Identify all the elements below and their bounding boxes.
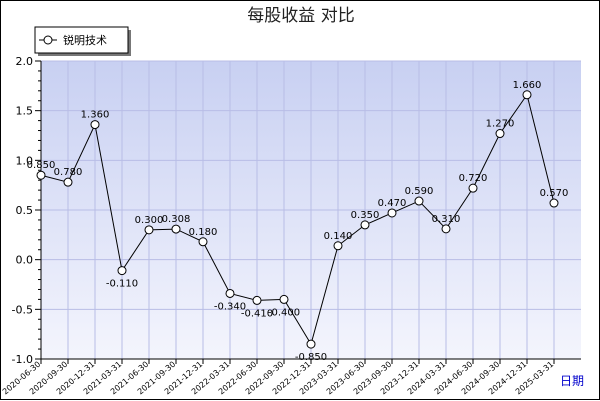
data-point bbox=[495, 129, 505, 139]
series-line-eps bbox=[40, 93, 555, 346]
legend-marker bbox=[43, 35, 53, 45]
data-label: 1.360 bbox=[81, 110, 110, 121]
data-point bbox=[90, 120, 100, 130]
y-tick-label: 0.5 bbox=[16, 204, 34, 217]
data-label: 0.300 bbox=[135, 215, 164, 226]
y-tick-label: 1.5 bbox=[16, 105, 34, 118]
data-point bbox=[279, 294, 289, 304]
data-label: -0.110 bbox=[106, 279, 138, 290]
data-label: 0.350 bbox=[351, 210, 380, 221]
chart-title: 每股收益 对比 bbox=[247, 6, 354, 26]
data-point bbox=[414, 196, 424, 206]
data-label: 1.660 bbox=[513, 80, 542, 91]
data-point bbox=[468, 183, 478, 193]
data-point bbox=[36, 170, 46, 180]
data-label: -0.410 bbox=[241, 308, 273, 319]
data-point bbox=[144, 225, 154, 235]
data-point bbox=[522, 90, 532, 100]
legend: 锐明技术 bbox=[34, 26, 131, 56]
data-point bbox=[63, 177, 73, 187]
data-point bbox=[360, 220, 370, 230]
y-tick-label: -0.5 bbox=[12, 303, 33, 316]
data-label: 0.720 bbox=[459, 173, 488, 184]
data-point bbox=[117, 266, 127, 276]
data-label: 0.590 bbox=[405, 186, 434, 197]
data-point bbox=[198, 237, 208, 247]
data-point bbox=[252, 295, 262, 305]
data-label: 0.140 bbox=[324, 231, 353, 242]
data-label: 0.850 bbox=[27, 160, 56, 171]
y-tick-label: 2.0 bbox=[16, 55, 34, 68]
x-axis-label: 日期 bbox=[560, 374, 584, 388]
data-label: 0.470 bbox=[378, 198, 407, 209]
data-point bbox=[171, 224, 181, 234]
data-label: 0.570 bbox=[540, 188, 569, 199]
data-point bbox=[441, 224, 451, 234]
data-label: 0.780 bbox=[54, 167, 83, 178]
legend-series-name: 锐明技术 bbox=[63, 33, 107, 47]
grid-lines bbox=[40, 60, 581, 360]
y-tick-label: 1.0 bbox=[16, 154, 34, 167]
data-point bbox=[387, 208, 397, 218]
data-point bbox=[225, 288, 235, 298]
data-label: 0.310 bbox=[432, 214, 461, 225]
data-label: -0.400 bbox=[268, 307, 300, 318]
y-tick-label: 0.0 bbox=[16, 254, 34, 267]
data-label: 0.180 bbox=[189, 227, 218, 238]
data-label: -0.850 bbox=[295, 352, 327, 363]
data-label: 0.308 bbox=[162, 214, 191, 225]
y-tick-label: -1.0 bbox=[12, 353, 33, 366]
data-label: -0.340 bbox=[214, 301, 246, 312]
data-label: 1.270 bbox=[486, 119, 515, 130]
data-point bbox=[333, 241, 343, 251]
data-point bbox=[549, 198, 559, 208]
data-point bbox=[306, 339, 316, 349]
